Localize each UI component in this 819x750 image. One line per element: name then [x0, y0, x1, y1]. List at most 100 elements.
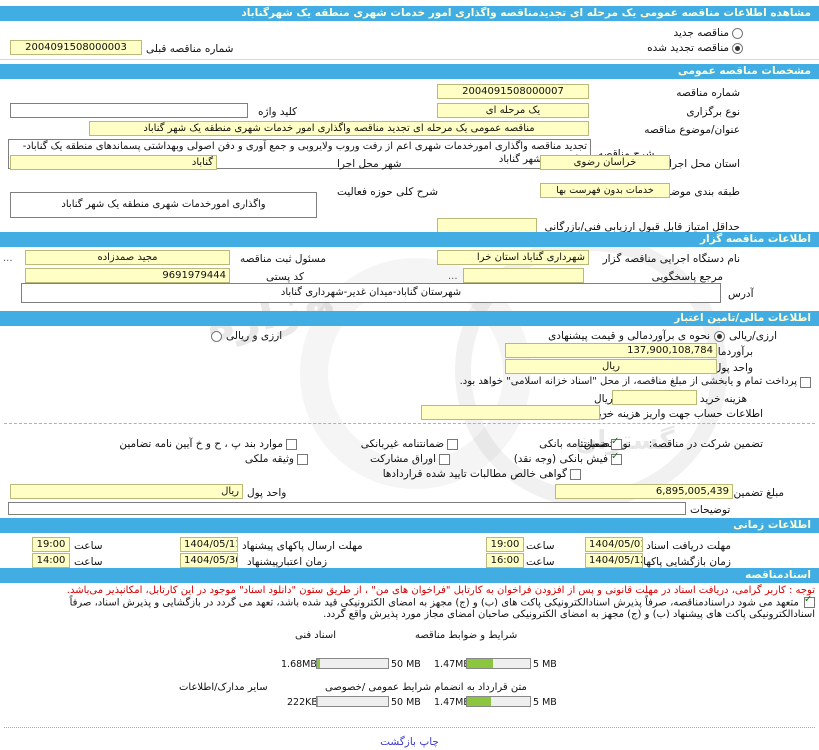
bid-validity-date-field[interactable]: 1404/05/30 [180, 553, 238, 568]
estimate-field[interactable]: 137,900,108,784 [505, 343, 717, 358]
checkbox-participation-bonds[interactable]: اوراق مشارکت [370, 453, 450, 465]
radio-new-tender-label: مناقصه جدید [673, 27, 729, 39]
account-info-field[interactable] [421, 405, 600, 420]
doc-receive-date-field[interactable]: 1404/05/01 [585, 537, 643, 552]
file-contract-max: 5 MB [533, 697, 557, 708]
participation-bonds-label: اوراق مشارکت [369, 453, 436, 465]
hour-label: ساعت [74, 556, 103, 568]
agency-name-field[interactable]: شهرداری گناباد استان خرا [437, 250, 589, 265]
currency2-field[interactable]: ریال [10, 484, 243, 499]
responder-label: مرجع پاسخگویی [651, 271, 723, 283]
responder-field[interactable] [463, 268, 584, 283]
section-financial-header: اطلاعات مالی/تامین اعتبار [0, 311, 819, 326]
doc-fee-field[interactable] [612, 390, 697, 405]
file-terms-label: شرایط و ضوابط مناقصه [415, 630, 518, 641]
address-label: آدرس [728, 288, 754, 300]
guarantee-amount-label: مبلغ تضمین [733, 487, 784, 499]
doc-receive-time-field[interactable]: 19:00 [486, 537, 524, 552]
file-terms-max: 5 MB [533, 659, 557, 670]
radio-currency-and-rial-icon[interactable] [211, 330, 222, 342]
file-contract-size: 1.47MB [434, 697, 470, 708]
agency-name-label: نام دستگاه اجرایی مناقصه گزار [602, 253, 740, 265]
file-contract-progressbar [466, 696, 531, 707]
checkbox-bank-guarantee[interactable]: ضمانتنامه بانکی [539, 436, 622, 450]
envelope-open-date-field[interactable]: 1404/05/12 [585, 553, 643, 568]
bid-validity-label: زمان اعتبارپیشنهاد [247, 556, 328, 568]
tender-subject-field[interactable]: مناقصه عمومی یک مرحله ای تجدید مناقصه وا… [89, 121, 589, 136]
file-contract-label: متن قرارداد به انضمام شرایط عمومی /خصوصی [325, 682, 527, 693]
checkbox-property-collateral[interactable]: وثیقه ملکی [245, 453, 308, 465]
bylaw-items-checkbox-icon[interactable] [286, 438, 297, 450]
tender-type-field[interactable]: یک مرحله ای [437, 103, 589, 118]
checkbox-bylaw-items[interactable]: موارد بند پ ، ح و خ آیین نامه تضامین [119, 438, 297, 450]
min-score-field[interactable] [437, 218, 537, 233]
page-title: مشاهده اطلاعات مناقصه عمومی یک مرحله ای … [0, 6, 819, 21]
account-info-label: اطلاعات حساب جهت واریز هزینه خریداسناد [570, 408, 763, 420]
radio-group-new-tender[interactable]: مناقصه جدید [673, 26, 743, 40]
print-link[interactable]: چاپ [419, 736, 439, 748]
estimate-method-row: نحوه ی برآوردمالی و قیمت پیشنهادی ارزی/ر… [548, 330, 777, 342]
activity-scope-box[interactable]: واگذاری امورخدمات شهری منطقه یک شهر گناب… [10, 192, 317, 218]
radio-rial-icon[interactable] [714, 330, 726, 342]
registrar-more-button[interactable]: ... [3, 253, 13, 264]
keyword-label: کلید واژه [258, 106, 298, 118]
prev-tender-number-field[interactable]: 2004091508000003 [10, 40, 142, 55]
radio-renewed-tender-icon[interactable] [732, 42, 743, 54]
registrar-field[interactable]: مجید صمدزاده [25, 250, 230, 265]
bank-guarantee-checkbox-icon[interactable] [611, 436, 622, 450]
checkbox-bank-receipt[interactable]: فیش بانکی (وجه نقد) [513, 451, 622, 465]
file-other-max: 50 MB [391, 697, 421, 708]
postal-code-label: کد پستی [266, 271, 305, 283]
bid-submit-time-field[interactable]: 19:00 [32, 537, 70, 552]
treasury-checkbox-row[interactable]: پرداخت تمام و یابخشی از مبلغ مناقصه، از … [460, 376, 811, 388]
net-claims-checkbox-icon[interactable] [570, 468, 581, 480]
treasury-checkbox-icon[interactable] [800, 376, 811, 388]
envelope-open-label: زمان بازگشایی پاکها [643, 556, 731, 568]
currency-label: واحد پول [713, 362, 753, 374]
postal-code-field[interactable]: 9691979444 [25, 268, 230, 283]
participation-bonds-checkbox-icon[interactable] [439, 453, 450, 465]
file-terms-size: 1.47MB [434, 659, 470, 670]
checkbox-nonbank-guarantee[interactable]: ضمانتنامه غیربانکی [361, 438, 458, 450]
keyword-input[interactable] [10, 103, 248, 118]
notes-label: توضیحات [690, 504, 731, 516]
responder-more-button[interactable]: ... [448, 271, 458, 282]
file-technical-size: 1.68MB [281, 659, 317, 670]
bid-validity-time-field[interactable]: 14:00 [32, 553, 70, 568]
envelope-open-time-field[interactable]: 16:00 [486, 553, 524, 568]
tender-number-field[interactable]: 2004091508000007 [437, 84, 589, 99]
section-agency-header: اطلاعات مناقصه گزار [0, 232, 819, 247]
nonbank-guarantee-label: ضمانتنامه غیربانکی [360, 438, 444, 450]
radio-group-currency-and-rial[interactable]: ارزی و ریالی [211, 330, 282, 342]
bank-guarantee-label: ضمانتنامه بانکی [539, 438, 608, 450]
nonbank-guarantee-checkbox-icon[interactable] [447, 438, 458, 450]
documents-notice: توجه : کاربر گرامی، دریافت اسناد در مهلت… [66, 585, 815, 596]
currency-field[interactable]: ریال [505, 359, 717, 374]
divider [0, 59, 819, 60]
commitment-row: متعهد می شود دراسنادمناقصه، صرفاً پذیرش … [4, 594, 815, 621]
guarantee-amount-field[interactable]: 6,895,005,439 [555, 484, 733, 499]
min-score-label: حداقل امتیاز قابل قبول ارزیابی فنی/بازرگ… [544, 221, 740, 233]
province-label: استان محل اجرا [669, 158, 740, 170]
bid-submit-date-field[interactable]: 1404/05/11 [180, 537, 238, 552]
file-other-size: 222KB [287, 697, 318, 708]
file-other-progressbar [316, 696, 389, 707]
bank-receipt-checkbox-icon[interactable] [611, 451, 622, 465]
checkbox-net-claims-certificate[interactable]: گواهی خالص مطالبات تایید شده قراردادها [383, 468, 581, 480]
notes-box[interactable] [8, 502, 686, 515]
city-field[interactable]: گناباد [10, 155, 217, 170]
property-collateral-checkbox-icon[interactable] [297, 453, 308, 465]
file-technical-max: 50 MB [391, 659, 421, 670]
province-field[interactable]: خراسان رضوی [540, 155, 670, 170]
radio-new-tender-icon[interactable] [732, 27, 743, 39]
back-link[interactable]: بازگشت [380, 736, 416, 748]
tender-subject-label: عنوان/موضوع مناقصه [644, 124, 740, 136]
category-field[interactable]: خدمات بدون فهرست بها [540, 183, 670, 198]
bank-receipt-label: فیش بانکی (وجه نقد) [513, 453, 608, 465]
address-box[interactable]: شهرستان گناباد-میدان غدیر-شهرداری گناباد [21, 283, 721, 303]
file-other-label: سایر مدارک/اطلاعات [179, 682, 268, 693]
hour-label: ساعت [526, 540, 555, 552]
commitment-checkbox-icon[interactable] [804, 594, 815, 608]
radio-group-renewed-tender[interactable]: مناقصه تجدید شده [647, 41, 743, 55]
